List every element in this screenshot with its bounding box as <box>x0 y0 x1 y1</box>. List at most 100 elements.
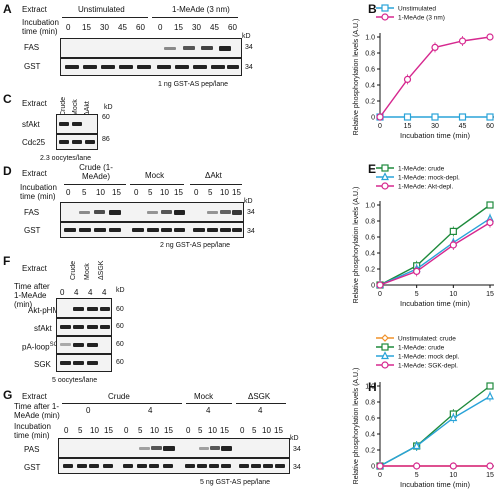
band <box>137 65 151 69</box>
band <box>251 464 261 468</box>
time-tick: 15 <box>232 188 241 197</box>
time-tick: 15 <box>112 188 121 197</box>
panel-label-e: E <box>368 162 377 176</box>
band <box>193 228 205 232</box>
data-point <box>449 413 458 422</box>
time-value: 4 <box>102 288 107 297</box>
data-point <box>413 267 421 276</box>
band <box>73 325 84 329</box>
x-tick-label: 15 <box>404 123 412 130</box>
mw-label: 60 <box>116 341 124 348</box>
data-point <box>449 241 457 249</box>
mw-label: 60 <box>102 114 110 121</box>
data-point <box>381 172 389 181</box>
kd-label: kD <box>104 104 113 111</box>
band <box>149 464 159 468</box>
band <box>89 464 99 468</box>
kd-label: kD <box>116 287 125 294</box>
band <box>207 228 218 232</box>
time-tick: 5 <box>208 188 213 197</box>
mw-label: 60 <box>116 306 124 313</box>
time-tick: 5 <box>148 188 153 197</box>
mw-label: 34 <box>245 64 253 71</box>
x-axis-label: Incubation time (min) <box>400 131 471 140</box>
band <box>147 228 159 232</box>
band <box>263 464 273 468</box>
panel-label-c: C <box>3 92 12 106</box>
data-point <box>412 441 421 450</box>
band <box>72 140 82 144</box>
y-tick-label: 0 <box>371 464 375 471</box>
fas-blot <box>60 38 242 58</box>
legend-entry: 1-MeAde: crude <box>398 166 445 173</box>
y-tick-label: 0.4 <box>365 83 375 90</box>
band <box>103 464 113 468</box>
x-tick-label: 60 <box>486 123 494 130</box>
y-tick-label: 0.8 <box>365 51 375 58</box>
time-tick: 5 <box>138 426 143 435</box>
band <box>137 464 147 468</box>
lane-label: Crude <box>70 260 77 280</box>
time-tick: 60 <box>136 23 145 32</box>
blot-row-label-sgk: SGK <box>34 360 51 369</box>
kd-label: kD <box>244 198 253 205</box>
time-tick: 0 <box>64 426 69 435</box>
time-value: 4 <box>74 288 79 297</box>
chart-b: 0 0.2 0.4 0.6 0.8 1.0 0 15 30 45 60 Incubation time… <box>353 4 494 140</box>
time-tick: 15 <box>164 426 173 435</box>
chart-h: 0 0.2 0.4 0.6 0.8 1.0 0 5 10 15 Incubation time (m… <box>353 334 494 489</box>
band <box>59 122 69 126</box>
band <box>87 343 98 347</box>
band <box>201 46 213 50</box>
time-tick: 0 <box>66 23 71 32</box>
lane-label: Mock <box>72 99 79 116</box>
band <box>100 307 110 311</box>
blot-row-label-pa-loop: pA-loopSGK <box>22 342 62 352</box>
cdc25-blot <box>56 134 98 150</box>
legend-entry: Unstimulated <box>398 6 436 13</box>
time-tick: 10 <box>160 188 169 197</box>
band <box>175 65 189 69</box>
band <box>157 65 171 69</box>
time-tick: 0 <box>186 426 191 435</box>
band <box>85 140 95 144</box>
x-tick-label: 5 <box>415 472 419 479</box>
series-line <box>379 204 491 286</box>
band <box>139 447 150 450</box>
y-axis-label: Relative phosphorylation levels (A.U.) <box>353 19 360 136</box>
group-line <box>62 403 182 404</box>
blot-row-label-fas: FAS <box>24 208 40 217</box>
band <box>227 65 239 69</box>
time-tick: 5 <box>198 426 203 435</box>
band <box>73 343 84 347</box>
y-tick-label: 1.0 <box>365 35 375 42</box>
group-label-crude: Crude <box>108 392 130 401</box>
data-point <box>381 343 389 351</box>
data-point <box>449 227 457 236</box>
time-tick: 5 <box>252 426 257 435</box>
group-label-unstimulated: Unstimulated <box>78 5 125 14</box>
loading-caption: 1 ng GST-AS pep/lane <box>158 81 229 88</box>
sfakt-blot <box>56 318 112 336</box>
data-point <box>486 462 494 470</box>
x-tick-label: 0 <box>378 291 382 298</box>
band <box>174 228 185 232</box>
group-line <box>62 17 148 18</box>
band <box>164 47 176 50</box>
y-axis-label: Relative phosphorylation levels (A.U.) <box>353 368 360 485</box>
band <box>123 464 133 468</box>
loading-caption: 2 ng GST-AS pep/lane <box>160 242 231 249</box>
x-tick-label: 45 <box>459 123 467 130</box>
group-label-crude: Crude (1-MeAde) <box>79 163 113 181</box>
band <box>94 210 105 214</box>
band <box>220 228 231 232</box>
time-tick: 15 <box>104 426 113 435</box>
band <box>87 325 98 329</box>
lane-label: Crude <box>60 96 67 116</box>
y-tick-label: 0.8 <box>365 219 375 226</box>
y-tick-label: 0 <box>371 115 375 122</box>
time-tick: 15 <box>82 23 91 32</box>
data-point <box>376 462 384 470</box>
band <box>79 211 90 214</box>
x-tick-label: 0 <box>378 123 382 130</box>
